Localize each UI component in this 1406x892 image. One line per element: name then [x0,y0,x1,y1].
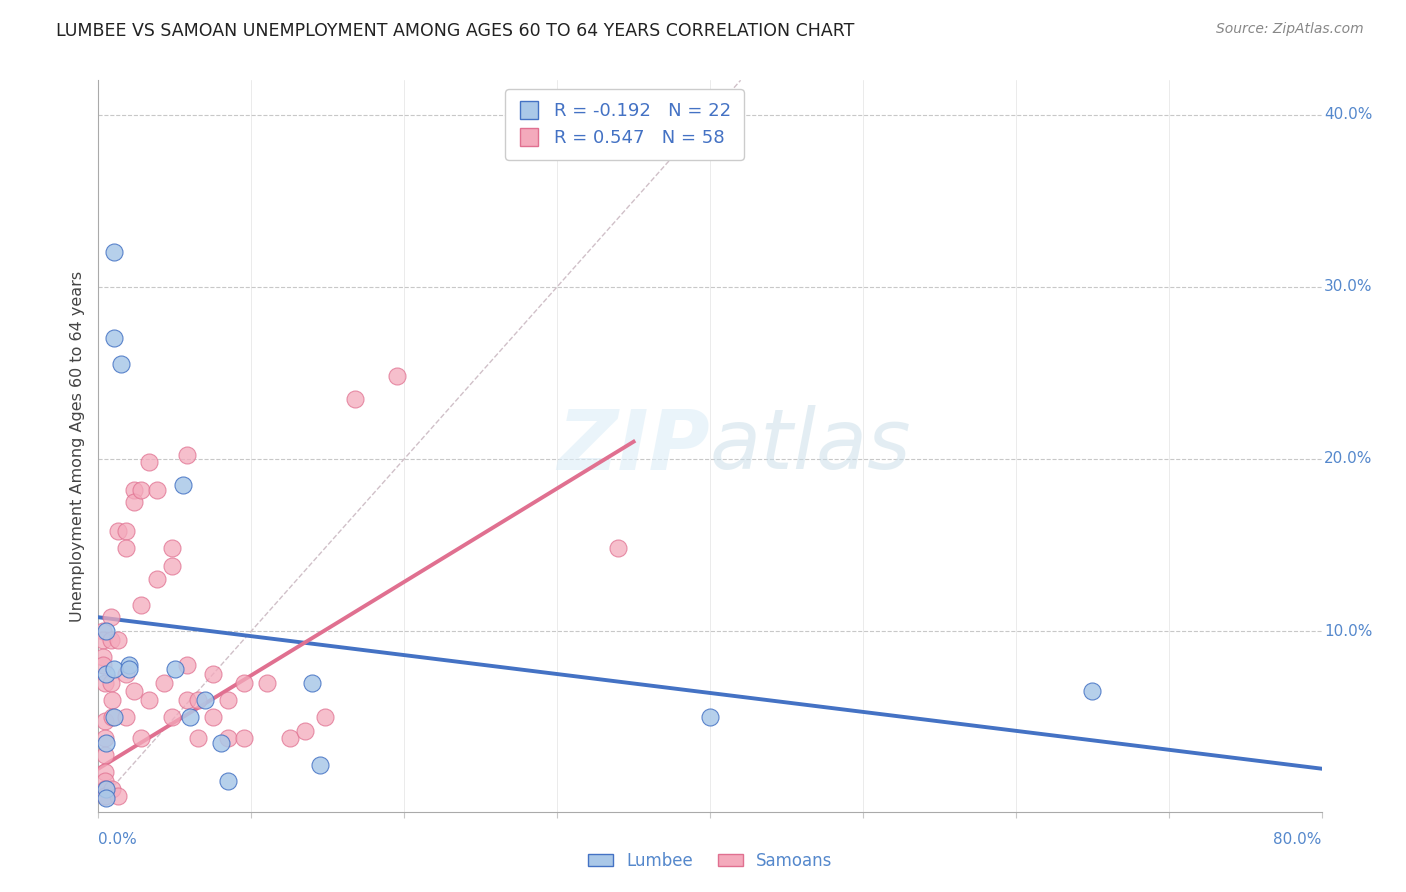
Point [93,765,115,780]
Point [91,658,114,673]
Point [93,714,115,728]
Point [94,736,117,750]
Text: 40.0%: 40.0% [1324,107,1372,122]
Y-axis label: Unemployment Among Ages 60 to 64 years: Unemployment Among Ages 60 to 64 years [70,270,86,622]
Point [607,541,630,556]
Point [91,624,114,638]
Point [232,731,254,745]
Point [160,558,183,573]
Point [115,524,138,539]
Point [100,610,122,624]
Point [176,658,198,673]
Text: 10.0%: 10.0% [1324,624,1372,639]
Point [129,731,152,745]
Point [122,495,145,509]
Point [115,667,138,681]
Point [699,710,721,724]
Point [93,789,115,804]
Point [202,667,225,681]
Point [115,710,138,724]
Point [145,483,167,497]
Point [187,693,209,707]
Point [91,632,114,647]
Point [101,782,124,797]
Text: 30.0%: 30.0% [1324,279,1372,294]
Point [107,524,129,539]
Point [93,782,115,797]
Point [153,675,176,690]
Point [1081,684,1104,698]
Point [202,710,225,724]
Point [129,598,152,612]
Text: atlas: atlas [710,406,911,486]
Text: 80.0%: 80.0% [1274,832,1322,847]
Point [93,675,115,690]
Text: Source: ZipAtlas.com: Source: ZipAtlas.com [1216,22,1364,37]
Point [107,632,129,647]
Text: LUMBEE VS SAMOAN UNEMPLOYMENT AMONG AGES 60 TO 64 YEARS CORRELATION CHART: LUMBEE VS SAMOAN UNEMPLOYMENT AMONG AGES… [56,22,855,40]
Point [103,245,125,260]
Point [94,782,117,797]
Point [314,710,336,724]
Text: ZIP: ZIP [557,406,710,486]
Point [94,791,117,805]
Point [93,773,115,788]
Point [176,449,198,463]
Point [103,662,125,676]
Point [94,667,117,681]
Point [172,477,194,491]
Point [94,624,117,638]
Point [101,710,124,724]
Point [256,675,278,690]
Point [110,357,132,371]
Point [217,693,239,707]
Point [138,693,160,707]
Point [93,731,115,745]
Point [278,731,301,745]
Point [115,541,138,556]
Point [163,662,186,676]
Point [294,723,316,738]
Point [118,662,141,676]
Point [176,693,198,707]
Point [145,573,167,587]
Legend: Lumbee, Samoans: Lumbee, Samoans [581,846,839,877]
Point [385,369,408,384]
Point [101,693,124,707]
Point [160,541,183,556]
Point [217,773,239,788]
Point [93,747,115,762]
Point [309,758,332,772]
Text: 0.0%: 0.0% [98,832,138,847]
Point [232,675,254,690]
Point [160,710,183,724]
Point [122,684,145,698]
Text: 20.0%: 20.0% [1324,451,1372,467]
Point [187,731,209,745]
Point [122,483,145,497]
Point [118,658,141,673]
Point [301,675,323,690]
Point [194,693,217,707]
Point [179,710,201,724]
Point [91,649,114,664]
Point [138,455,160,469]
Point [217,731,239,745]
Point [209,736,232,750]
Point [103,331,125,345]
Point [107,789,129,804]
Point [344,392,367,406]
Point [93,789,115,804]
Point [100,632,122,647]
Point [100,675,122,690]
Point [103,710,125,724]
Point [129,483,152,497]
